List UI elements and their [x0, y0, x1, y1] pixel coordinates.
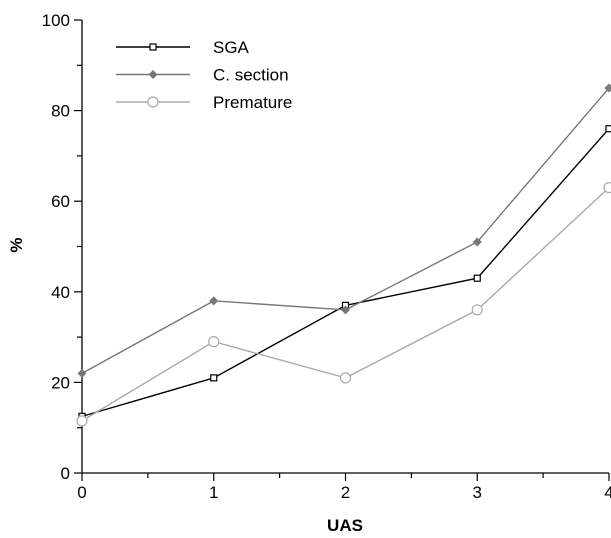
marker-diamond: [209, 296, 219, 306]
y-tick-label: 80: [51, 102, 70, 121]
marker-circle: [603, 182, 611, 194]
x-tick-label: 4: [604, 483, 611, 502]
legend: SGA C. section Premature: [116, 38, 292, 112]
y-tick-label: 60: [51, 192, 70, 211]
series-premature: [76, 182, 611, 427]
marker-diamond: [472, 237, 482, 247]
legend-label: Premature: [213, 93, 292, 112]
legend-item: C. section: [116, 66, 289, 85]
x-tick-label: 1: [209, 483, 218, 502]
legend-label: SGA: [213, 38, 250, 57]
legend-label: C. section: [213, 66, 289, 85]
series-line: [81, 87, 610, 374]
marker-circle: [76, 415, 88, 427]
marker-circle: [208, 336, 220, 348]
x-tick-label: 3: [473, 483, 482, 502]
x-tick-label: 0: [77, 483, 86, 502]
marker-square: [149, 43, 157, 51]
marker-diamond: [148, 70, 158, 79]
series-layer: [76, 83, 611, 427]
marker-circle: [147, 96, 159, 108]
marker-square: [210, 374, 218, 382]
x-axis-title: UAS: [327, 516, 363, 535]
marker-diamond: [604, 83, 611, 93]
y-tick-label: 100: [42, 11, 70, 30]
y-axis-title: %: [7, 237, 26, 252]
series-c-section: [77, 83, 611, 378]
y-tick-label: 40: [51, 283, 70, 302]
marker-square: [605, 125, 611, 133]
marker-square: [473, 274, 481, 282]
marker-diamond: [341, 305, 350, 315]
x-tick-label: 2: [341, 483, 350, 502]
legend-item: SGA: [116, 38, 250, 57]
marker-diamond: [77, 368, 87, 378]
y-tick-label: 20: [51, 373, 70, 392]
marker-circle: [471, 304, 483, 316]
marker-circle: [339, 372, 352, 384]
legend-item: Premature: [116, 93, 292, 112]
y-tick-label: 0: [61, 464, 70, 483]
